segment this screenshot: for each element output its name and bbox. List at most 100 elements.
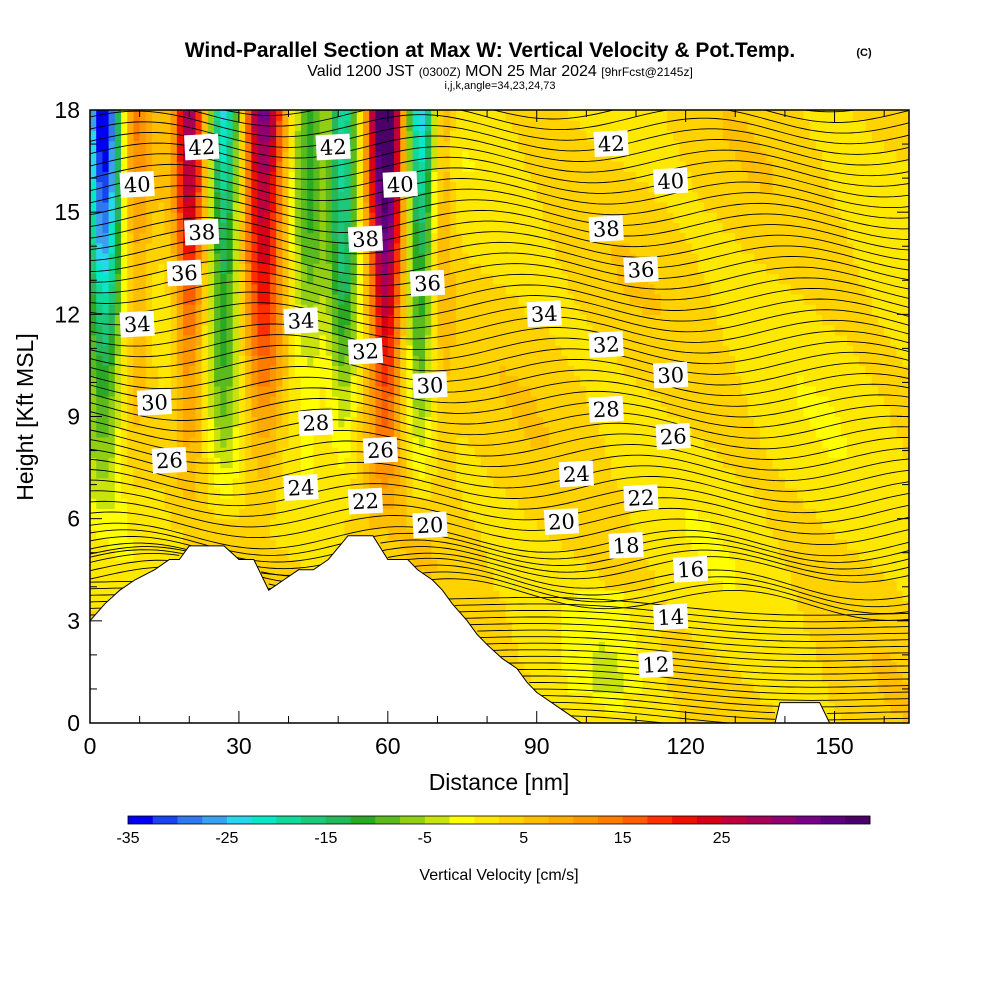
w-cell [108, 426, 116, 438]
w-cell [499, 539, 507, 550]
w-cell [90, 518, 97, 530]
w-cell [331, 539, 339, 550]
w-cell [257, 150, 265, 162]
w-cell [325, 242, 333, 254]
w-cell [437, 569, 445, 581]
w-cell [468, 283, 476, 295]
w-cell [400, 161, 408, 172]
w-cell [518, 304, 525, 315]
w-cell [226, 222, 234, 234]
w-cell [294, 457, 302, 469]
w-cell [505, 212, 513, 223]
w-cell [183, 406, 190, 418]
w-cell [90, 324, 97, 336]
w-cell [462, 253, 470, 264]
w-cell [462, 161, 470, 172]
w-cell [511, 344, 519, 356]
w-cell [350, 130, 358, 142]
w-cell [586, 641, 594, 653]
w-cell [133, 242, 141, 254]
w-cell [170, 253, 178, 264]
w-cell [176, 253, 184, 264]
w-cell [201, 406, 209, 418]
w-cell [96, 181, 103, 193]
w-cell [462, 518, 470, 530]
w-cell [462, 539, 470, 550]
w-cell [121, 334, 128, 346]
w-cell [96, 447, 103, 458]
w-cell [121, 263, 128, 275]
w-cell [195, 242, 203, 254]
w-cell [145, 212, 153, 223]
w-cell [493, 283, 501, 295]
w-cell [462, 130, 470, 142]
w-cell [300, 181, 308, 193]
w-cell [487, 171, 494, 183]
w-cell [462, 293, 470, 305]
w-cell [505, 293, 513, 305]
w-cell [363, 120, 370, 132]
w-cell [108, 579, 116, 591]
w-cell [90, 242, 97, 254]
w-cell [176, 375, 184, 387]
w-cell [505, 283, 513, 295]
w-cell [145, 477, 153, 489]
w-cell [288, 396, 296, 407]
w-cell [474, 590, 482, 601]
w-cell [437, 293, 445, 305]
w-cell [406, 283, 414, 295]
w-cell [158, 416, 166, 428]
w-cell [183, 120, 190, 132]
w-cell [96, 579, 103, 591]
w-cell [456, 508, 463, 520]
w-cell [102, 467, 110, 479]
w-cell [530, 447, 538, 458]
w-cell [524, 416, 532, 428]
w-cell [363, 385, 370, 397]
w-cell [499, 600, 507, 612]
w-cell [524, 651, 532, 663]
w-cell [220, 355, 228, 367]
w-cell [561, 406, 569, 418]
w-cell [394, 396, 401, 407]
w-cell [493, 263, 501, 275]
w-cell [437, 579, 445, 591]
w-cell [158, 365, 166, 377]
w-cell [139, 263, 147, 275]
w-cell [344, 273, 352, 285]
w-cell [263, 457, 271, 469]
w-cell [400, 273, 408, 285]
w-cell [139, 508, 147, 520]
w-cell [449, 293, 457, 305]
w-cell [207, 539, 215, 550]
w-cell [400, 518, 408, 530]
w-cell [220, 222, 228, 234]
w-cell [480, 150, 488, 162]
w-cell [170, 283, 178, 295]
w-cell [474, 477, 482, 489]
w-cell [189, 396, 197, 407]
w-cell [263, 293, 271, 305]
w-cell [363, 150, 370, 162]
w-cell [356, 406, 364, 418]
w-cell [363, 171, 370, 183]
w-cell [183, 518, 190, 530]
w-cell [96, 304, 103, 315]
w-cell [220, 283, 228, 295]
w-cell [511, 498, 519, 510]
w-cell [400, 191, 408, 203]
w-cell [443, 150, 451, 162]
w-cell [133, 498, 141, 510]
w-cell [282, 222, 290, 234]
w-cell [431, 498, 439, 510]
w-cell [499, 222, 507, 234]
w-cell [164, 508, 172, 520]
w-cell [425, 171, 432, 183]
w-cell [220, 273, 228, 285]
w-cell [505, 539, 513, 550]
w-cell [530, 375, 538, 387]
w-cell [375, 171, 383, 183]
w-cell [586, 161, 594, 172]
w-cell [344, 232, 352, 244]
w-cell [443, 140, 451, 152]
